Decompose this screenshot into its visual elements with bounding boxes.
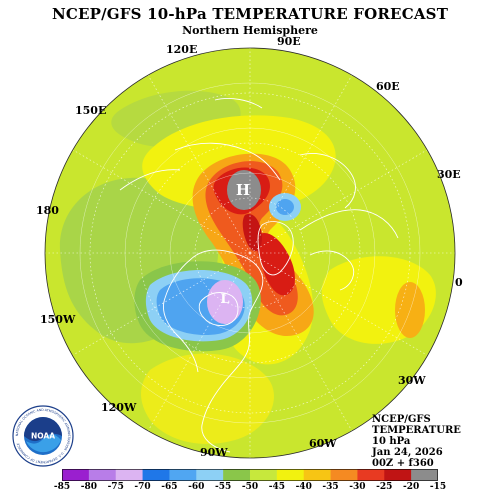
- field-red-core-south: [255, 232, 295, 296]
- lon-label-150e: 150E: [75, 104, 107, 117]
- graticule: [45, 48, 455, 458]
- colorbar-labels: -85 -80 -75 -70 -65 -60 -55 -50 -45 -40 -35 -30 -25-…: [54, 482, 446, 496]
- map-title: NCEP/GFS 10-hPa TEMPERATURE FORECAST: [51, 5, 449, 23]
- colorbar-tick-label: -45: [268, 482, 285, 492]
- colorbar-swatch: [115, 469, 143, 481]
- colorbar-swatch: [169, 469, 197, 481]
- noaa-logo: NATIONAL OCEANIC AND ATMOSPHERIC ADMINIS…: [12, 405, 74, 467]
- lon-label-90e: 90E: [277, 35, 301, 48]
- info-model: NCEP/GFS: [372, 414, 431, 425]
- high-pressure-label: H: [236, 181, 250, 199]
- lon-label-0: 0: [455, 276, 463, 289]
- colorbar-tick-label: -75: [107, 482, 124, 492]
- forecast-info-block: NCEP/GFS TEMPERATURE 10 hPa Jan 24, 2026…: [372, 414, 461, 469]
- colorbar-swatch: [142, 469, 170, 481]
- colorbar-swatch: [384, 469, 412, 481]
- colorbar-tick-label: -35: [322, 482, 339, 492]
- lon-label-60w: 60W: [309, 437, 337, 450]
- colorbar-swatch: [357, 469, 385, 481]
- coastlines: [119, 97, 399, 453]
- colorbar-swatch: [411, 469, 438, 481]
- colorbar-tick-label: -85: [53, 482, 71, 492]
- colorbar-tick-label: -30: [349, 482, 366, 492]
- lon-label-30w: 30W: [398, 374, 426, 387]
- colorbar-swatch: [88, 469, 117, 481]
- colorbar-swatch: [250, 469, 278, 481]
- field-yellow-south: [141, 353, 274, 444]
- low-pressure-label: L: [220, 292, 229, 307]
- lon-label-150w: 150W: [40, 313, 76, 326]
- info-forecast-hour: 00Z + f360: [372, 458, 434, 469]
- field-cold-small-blue: [276, 199, 294, 215]
- noaa-logo-text: NOAA: [31, 432, 55, 441]
- colorbar-tick-label: -60: [188, 482, 205, 492]
- colorbar-tick-label: -40: [295, 482, 312, 492]
- colorbar-swatch: [276, 469, 305, 481]
- colorbar-tick-label: -20: [402, 482, 420, 492]
- info-variable: TEMPERATURE: [372, 425, 461, 436]
- colorbar-swatch: [196, 469, 224, 481]
- colorbar-swatch: [330, 469, 358, 481]
- colorbar-swatch: [62, 469, 90, 481]
- colorbar-border: [62, 469, 438, 481]
- colorbar-tick-label: -65: [161, 482, 178, 492]
- colorbar-tick-label: -25: [376, 482, 393, 492]
- map-border: [44, 47, 456, 459]
- colorbar-tick-label: -55: [214, 482, 232, 492]
- colorbar-swatch: [303, 469, 331, 481]
- colorbar-swatch: [223, 469, 251, 481]
- temperature-colorbar: [62, 469, 438, 481]
- lon-label-120e: 120E: [166, 43, 198, 56]
- info-date: Jan 24, 2026: [372, 447, 443, 458]
- field-red-bridge: [242, 214, 262, 252]
- colorbar-tick-label: -50: [241, 482, 259, 492]
- info-level: 10 hPa: [372, 436, 411, 447]
- map-subtitle: Northern Hemisphere: [182, 24, 318, 37]
- lon-label-60e: 60E: [376, 80, 400, 93]
- lon-label-30e: 30E: [437, 168, 461, 181]
- colorbar-tick-label: -70: [134, 482, 151, 492]
- lon-label-90w: 90W: [200, 446, 228, 459]
- colorbar-tick-label: -15: [429, 482, 447, 492]
- lon-label-120w: 120W: [101, 401, 137, 414]
- colorbar-tick-label: -80: [80, 482, 97, 492]
- lon-label-180: 180: [36, 204, 59, 217]
